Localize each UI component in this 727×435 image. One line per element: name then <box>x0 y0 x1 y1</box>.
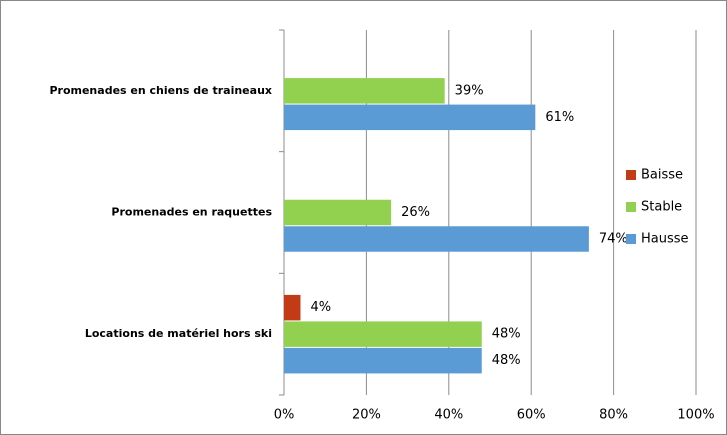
value-label: 39% <box>455 83 484 98</box>
legend-label: Stable <box>641 200 682 215</box>
x-tick-label: 60% <box>517 408 546 423</box>
x-tick-label: 40% <box>434 408 463 423</box>
value-label: 74% <box>599 232 628 247</box>
legend-swatch <box>626 234 636 244</box>
category-label: Promenades en raquettes <box>111 206 272 219</box>
bar <box>284 104 536 131</box>
x-tick-label: 0% <box>274 408 295 423</box>
value-label: 61% <box>545 110 574 125</box>
value-label: 48% <box>492 353 521 368</box>
category-label: Locations de matériel hors ski <box>85 327 272 340</box>
legend-label: Hausse <box>641 232 689 247</box>
value-label: 4% <box>310 300 331 315</box>
legend-swatch <box>626 170 636 180</box>
value-label: 26% <box>401 205 430 220</box>
category-label: Promenades en chiens de traineaux <box>49 84 272 97</box>
legend-label: Baisse <box>641 168 683 183</box>
legend-swatch <box>626 202 636 212</box>
x-tick-label: 80% <box>599 408 628 423</box>
bar <box>284 347 482 374</box>
bar <box>284 78 445 104</box>
bar <box>284 321 482 347</box>
x-tick-label: 100% <box>677 408 714 423</box>
bar <box>284 294 301 321</box>
value-label: 48% <box>492 327 521 342</box>
bar <box>284 226 589 252</box>
x-tick-label: 20% <box>352 408 381 423</box>
bar <box>284 199 392 226</box>
